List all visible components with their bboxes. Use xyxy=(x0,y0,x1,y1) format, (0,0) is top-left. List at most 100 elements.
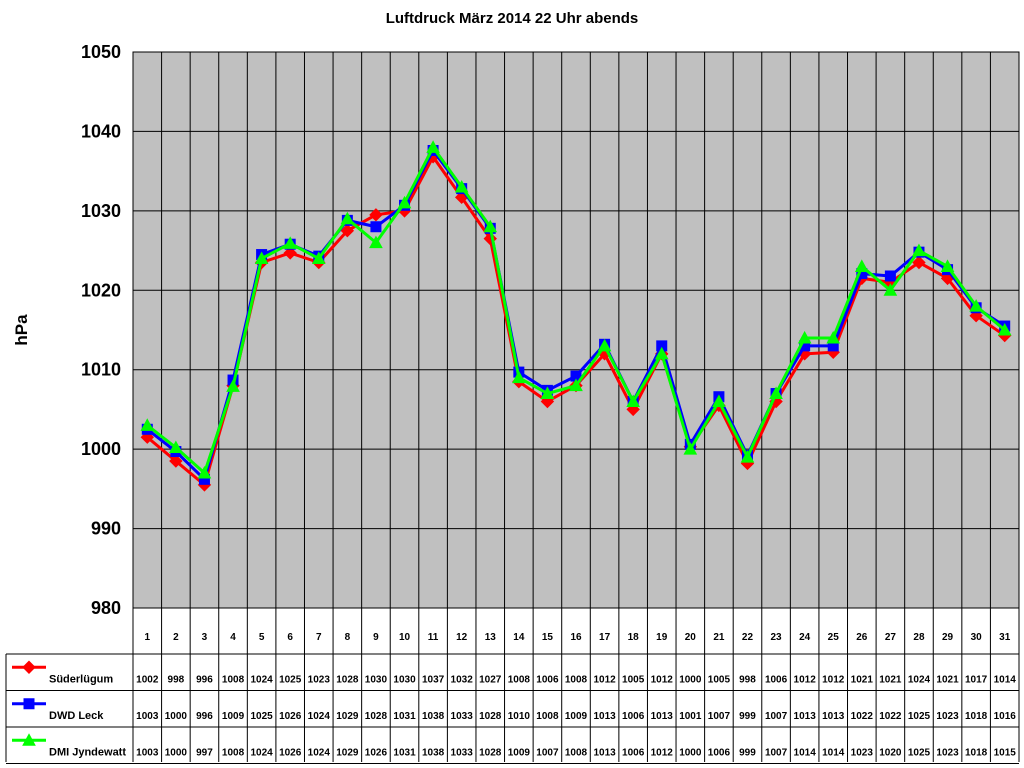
x-tick-label: 9 xyxy=(373,632,379,643)
table-cell: 1025 xyxy=(279,674,302,685)
table-cell: 1038 xyxy=(422,711,445,722)
data-point xyxy=(454,179,469,193)
table-cell: 1023 xyxy=(936,711,959,722)
x-tick-label: 7 xyxy=(316,632,322,643)
table-cell: 1009 xyxy=(508,747,531,758)
table-cell: 1027 xyxy=(479,674,502,685)
table-cell: 1014 xyxy=(994,674,1017,685)
table-cell: 1023 xyxy=(851,747,874,758)
table-cell: 1029 xyxy=(336,747,359,758)
table-cell: 1028 xyxy=(365,711,388,722)
legend-label: DWD Leck xyxy=(49,710,104,722)
table-cell: 1023 xyxy=(308,674,331,685)
table-cell: 1007 xyxy=(765,747,788,758)
x-tick-label: 12 xyxy=(456,632,468,643)
table-cell: 1009 xyxy=(222,711,245,722)
x-tick-label: 6 xyxy=(287,632,293,643)
x-tick-label: 3 xyxy=(202,632,208,643)
data-table: 1 2 3 4 5 6 7 8 9 10 11 12 13 14 15 16 17 18 19 20 21 22 23 24 2… xyxy=(5,607,1019,764)
table-cell: 1032 xyxy=(451,674,474,685)
data-point xyxy=(740,450,755,463)
table-cell: 1024 xyxy=(308,711,331,722)
data-point xyxy=(854,259,869,272)
table-cell: 1013 xyxy=(593,747,616,758)
table-cell: 1006 xyxy=(622,711,645,722)
table-cell: 999 xyxy=(739,711,756,722)
table-cell: 998 xyxy=(739,674,756,685)
data-point xyxy=(912,243,926,257)
y-tick-label: 1030 xyxy=(81,201,121,221)
data-point xyxy=(884,270,896,282)
table-cell: 1003 xyxy=(136,747,159,758)
data-point xyxy=(169,454,183,468)
table-cell: 1029 xyxy=(336,711,359,722)
x-tick-label: 21 xyxy=(713,632,725,643)
table-cell: 1006 xyxy=(708,747,731,758)
data-point xyxy=(226,379,240,392)
table-cell: 1018 xyxy=(965,711,988,722)
data-point xyxy=(197,465,212,479)
table-cell: 1018 xyxy=(965,747,988,758)
data-point xyxy=(370,221,382,233)
table-cell: 1012 xyxy=(822,674,845,685)
data-point xyxy=(369,235,383,249)
data-point xyxy=(511,370,526,384)
table-cell: 1003 xyxy=(136,711,159,722)
table-cell: 1033 xyxy=(451,747,474,758)
y-axis: 980 990 1000 1010 1020 1030 1040 1050 xyxy=(81,42,121,618)
table-cell: 1013 xyxy=(794,711,817,722)
plot-background xyxy=(132,51,1020,609)
data-point xyxy=(140,418,155,431)
x-tick-label: 17 xyxy=(599,632,611,643)
data-point xyxy=(340,211,355,225)
x-tick-label: 20 xyxy=(685,632,697,643)
series-2 xyxy=(140,140,1012,479)
table-cell: 1001 xyxy=(679,711,702,722)
table-cell: 1024 xyxy=(908,674,931,685)
table-cell: 1024 xyxy=(308,747,331,758)
table-cell: 999 xyxy=(739,747,756,758)
legend-marker xyxy=(22,733,36,746)
table-cell: 1006 xyxy=(622,747,645,758)
table-cell: 1012 xyxy=(651,747,674,758)
table-cell: 1000 xyxy=(679,747,702,758)
legend-label: Süderlügum xyxy=(49,673,113,685)
y-tick-label: 1010 xyxy=(81,360,121,380)
plot-area xyxy=(132,51,1020,762)
legend-entry: DWD Leck xyxy=(12,698,104,722)
data-point xyxy=(940,259,955,272)
data-point xyxy=(340,224,355,238)
x-tick-label: 31 xyxy=(999,632,1011,643)
chart-title: Luftdruck März 2014 22 Uhr abends xyxy=(385,10,639,27)
table-cell: 1026 xyxy=(279,747,302,758)
x-tick-label: 19 xyxy=(656,632,668,643)
data-point xyxy=(540,386,555,400)
table-cell: 1012 xyxy=(593,674,616,685)
table-cell: 1008 xyxy=(222,747,245,758)
data-point xyxy=(912,255,926,270)
data-point xyxy=(254,251,269,265)
data-point xyxy=(311,251,326,265)
table-cell: 1000 xyxy=(165,747,188,758)
table-cell: 1024 xyxy=(250,674,273,685)
x-tick-label: 24 xyxy=(799,632,811,643)
table-cell: 1008 xyxy=(222,674,245,685)
x-tick-label: 30 xyxy=(971,632,983,643)
data-point xyxy=(283,246,297,260)
data-point xyxy=(769,386,783,400)
table-cell: 1013 xyxy=(651,711,674,722)
y-axis-label: hPa xyxy=(12,314,31,346)
table-cell: 1014 xyxy=(794,747,817,758)
table-cell: 1028 xyxy=(479,711,502,722)
table-cell: 1012 xyxy=(651,674,674,685)
table-cell: 1025 xyxy=(250,711,273,722)
data-point xyxy=(483,219,498,233)
x-tick-label: 1 xyxy=(145,632,151,643)
table-cell: 1031 xyxy=(393,711,416,722)
table-cell: 1010 xyxy=(508,711,531,722)
table-cell: 1005 xyxy=(622,674,645,685)
table-cell: 998 xyxy=(168,674,185,685)
table-cell: 1020 xyxy=(879,747,902,758)
x-tick-label: 8 xyxy=(345,632,351,643)
table-cell: 1012 xyxy=(794,674,817,685)
